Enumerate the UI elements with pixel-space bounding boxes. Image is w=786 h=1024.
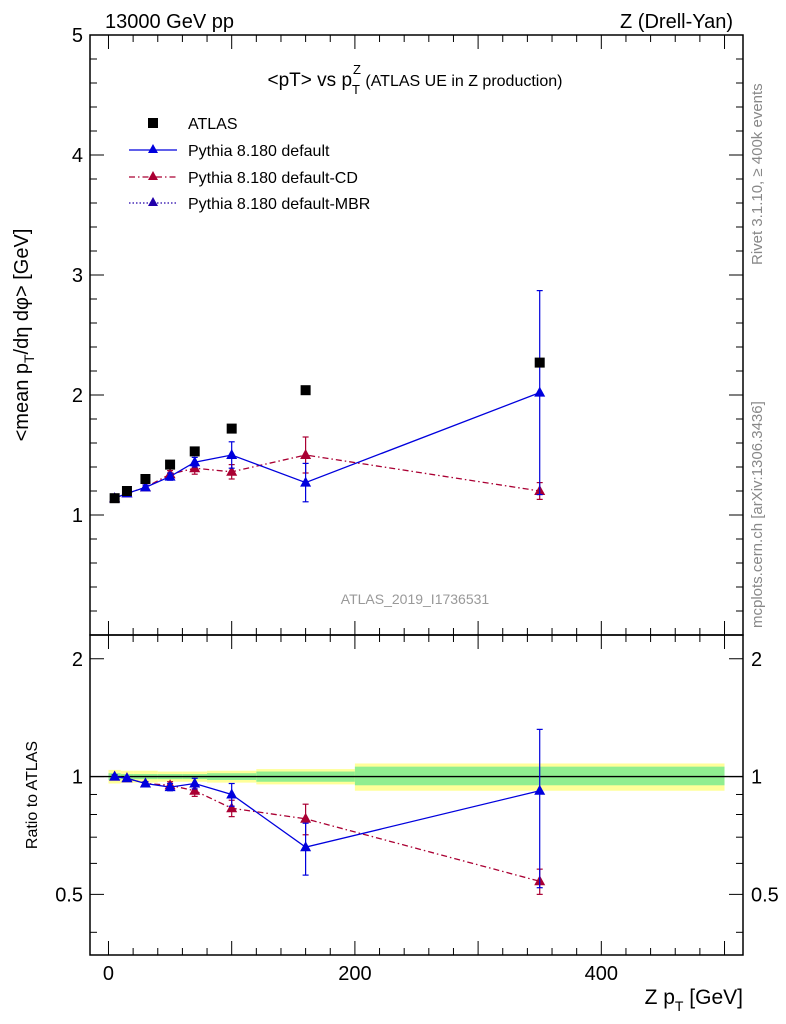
ratio-ytick-label-right: 1 bbox=[751, 767, 762, 789]
legend-cd-label: Pythia 8.180 default-CD bbox=[188, 170, 358, 187]
legend: ATLAS Pythia 8.180 default Pythia 8.180 … bbox=[129, 116, 370, 213]
ratio-cd-point bbox=[189, 784, 201, 795]
ratio-xtick-label: 400 bbox=[585, 963, 618, 985]
main-data-layer bbox=[109, 290, 546, 504]
ratio-xtick-label: 0 bbox=[103, 963, 114, 985]
ratio-default-point bbox=[121, 772, 133, 783]
ratio-ytick-label-right: 2 bbox=[751, 649, 762, 671]
legend-mbr-label: Pythia 8.180 default-MBR bbox=[188, 196, 370, 213]
atlas-point bbox=[121, 486, 132, 496]
mcplots-label: mcplots.cern.ch [arXiv:1306.3436] bbox=[749, 401, 766, 628]
main-ytick-label: 2 bbox=[72, 385, 83, 407]
ratio-default-point bbox=[139, 777, 151, 788]
ratio-ylabel: Ratio to ATLAS bbox=[24, 741, 41, 849]
main-ytick-label: 4 bbox=[72, 145, 83, 167]
legend-default-marker bbox=[148, 144, 158, 153]
ratio-default-point bbox=[226, 788, 238, 799]
default-point bbox=[189, 456, 201, 467]
ratio-xlabel: Z pT [GeV] bbox=[645, 986, 743, 1014]
header-left: 13000 GeV pp bbox=[105, 11, 234, 33]
cd-point bbox=[300, 449, 312, 459]
atlas-point bbox=[189, 446, 200, 457]
default-point bbox=[164, 470, 176, 481]
ratio-xtick-label: 200 bbox=[338, 963, 371, 985]
atlas-point bbox=[140, 474, 151, 484]
ratio-ytick-label-left: 0.5 bbox=[55, 884, 83, 906]
main-ylabel: <mean pT/dη dφ> [GeV] bbox=[11, 229, 37, 442]
legend-atlas-marker bbox=[148, 118, 158, 128]
atlas-point bbox=[300, 385, 311, 396]
ratio-cd-point bbox=[226, 802, 238, 813]
ratio-default-point bbox=[164, 781, 176, 792]
ratio-data-layer bbox=[109, 728, 546, 895]
analysis-watermark: ATLAS_2019_I1736531 bbox=[341, 591, 490, 607]
main-ytick-label: 1 bbox=[72, 505, 83, 527]
default-point bbox=[226, 449, 238, 459]
ratio-cd-line bbox=[114, 775, 540, 882]
ratio-panel: Ratio to ATLAS 0.5 0.5 1 1 2 2 0 200 400 Z pT [… bbox=[24, 634, 779, 1014]
atlas-point bbox=[109, 493, 120, 504]
cd-line bbox=[114, 454, 540, 499]
header-right: Z (Drell-Yan) bbox=[620, 11, 733, 33]
main-ytick-label: 5 bbox=[72, 25, 83, 47]
atlas-point bbox=[534, 357, 545, 368]
ratio-axis-ticks bbox=[90, 635, 743, 955]
default-point bbox=[534, 386, 546, 397]
ratio-xtick-labels: 0 200 400 bbox=[103, 963, 618, 985]
ratio-default-point bbox=[300, 841, 312, 852]
atlas-point bbox=[226, 423, 237, 434]
ratio-default-point bbox=[189, 777, 201, 788]
legend-mbr-marker bbox=[148, 197, 158, 206]
default-line bbox=[114, 391, 540, 499]
ratio-ytick-label-right: 0.5 bbox=[751, 884, 779, 906]
ratio-ytick-label-left: 2 bbox=[72, 649, 83, 671]
main-panel: <pT> vs pTZ (ATLAS UE in Z production) <… bbox=[11, 25, 744, 636]
main-axis-ticks bbox=[90, 34, 743, 636]
ratio-ytick-label-left: 1 bbox=[72, 767, 83, 789]
main-title: <pT> vs pTZ (ATLAS UE in Z production) bbox=[268, 62, 563, 97]
main-ytick-label: 3 bbox=[72, 265, 83, 287]
ratio-default-point bbox=[534, 784, 546, 795]
rivet-label: Rivet 3.1.10, ≥ 400k events bbox=[749, 83, 766, 265]
default-point bbox=[300, 476, 312, 487]
ratio-ytick-labels: 0.5 0.5 1 1 2 2 bbox=[55, 649, 779, 907]
ratio-frame bbox=[89, 634, 744, 956]
default-point bbox=[139, 481, 151, 492]
cd-point bbox=[226, 465, 238, 476]
atlas-point bbox=[165, 459, 176, 470]
legend-atlas-label: ATLAS bbox=[188, 116, 238, 133]
ratio-default-point bbox=[109, 770, 121, 781]
ratio-cd-point bbox=[300, 812, 312, 823]
legend-cd-marker bbox=[148, 171, 158, 180]
main-ytick-labels: 1 2 3 4 5 bbox=[72, 25, 83, 527]
legend-default-label: Pythia 8.180 default bbox=[188, 143, 330, 160]
